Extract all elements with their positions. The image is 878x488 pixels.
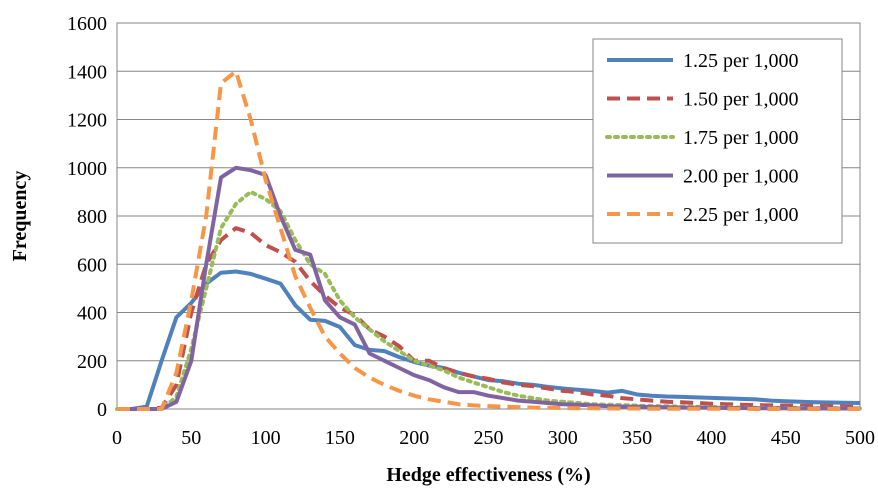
y-tick-label: 800 — [77, 206, 107, 228]
x-tick-label: 150 — [325, 427, 355, 449]
x-tick-label: 300 — [548, 427, 578, 449]
y-tick-label: 1600 — [67, 13, 107, 35]
legend-box — [592, 38, 843, 244]
y-tick-label: 400 — [77, 303, 107, 325]
series-line-5 — [117, 69, 860, 411]
x-axis-tick-labels: 0 50 100 150 200 250 300 350 400 450 500 — [112, 427, 875, 449]
x-axis-title: Hedge effectiveness (%) — [386, 464, 590, 486]
x-tick-label: 500 — [845, 427, 875, 449]
plot-area-border — [116, 22, 861, 410]
y-axis-tick-labels: 0 200 400 600 800 1000 1200 1400 1600 — [67, 13, 107, 421]
series-line-1 — [117, 269, 861, 411]
y-tick-label: 1200 — [67, 110, 107, 132]
x-tick-label: 50 — [181, 427, 201, 449]
x-tick-label: 400 — [696, 427, 726, 449]
legend-label: 1.25 per 1,000 — [683, 50, 799, 72]
x-tick-label: 250 — [474, 427, 504, 449]
x-tick-label: 200 — [399, 427, 429, 449]
x-tick-label: 350 — [622, 427, 652, 449]
x-tick-label: 450 — [771, 427, 801, 449]
y-tick-label: 1000 — [67, 158, 107, 180]
y-tick-label: 600 — [77, 254, 107, 276]
y-axis-title: Frequency — [9, 171, 31, 262]
y-tick-label: 0 — [97, 399, 107, 421]
legend-label: 1.75 per 1,000 — [683, 127, 799, 149]
x-tick-label: 100 — [251, 427, 281, 449]
x-tick-label: 0 — [112, 427, 122, 449]
legend-label: 2.25 per 1,000 — [683, 204, 799, 226]
legend-label: 1.50 per 1,000 — [683, 89, 799, 111]
legend-label: 2.00 per 1,000 — [683, 166, 799, 188]
series-line-2 — [117, 226, 861, 411]
series-layer — [115, 69, 862, 411]
y-tick-label: 200 — [77, 351, 107, 373]
y-tick-label: 1400 — [67, 61, 107, 83]
legend: 1.25 per 1,000 1.50 per 1,000 1.75 per 1,0… — [592, 38, 843, 244]
